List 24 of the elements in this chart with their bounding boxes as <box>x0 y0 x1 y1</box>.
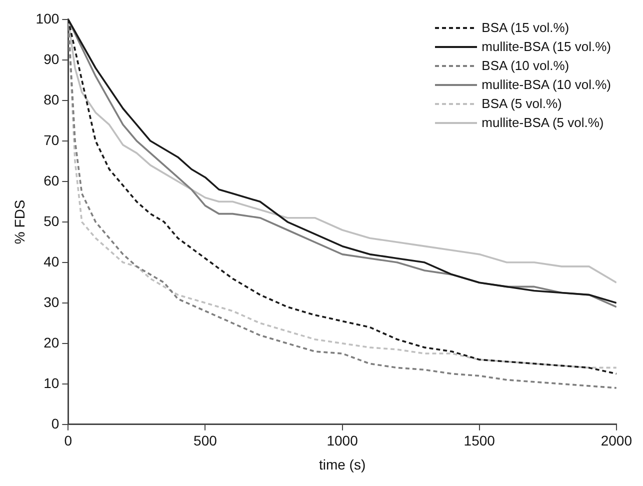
y-tick-label: 40 <box>44 253 60 270</box>
x-axis-title: time (s) <box>318 456 366 472</box>
legend-label: BSA (5 vol.%) <box>482 95 562 113</box>
legend-label: BSA (10 vol.%) <box>482 57 570 75</box>
y-tick-label: 10 <box>44 374 60 391</box>
x-tick-label: 500 <box>194 432 218 449</box>
y-tick-label: 30 <box>44 294 60 310</box>
legend-label: mullite-BSA (15 vol.%) <box>482 38 611 56</box>
y-tick-label: 100 <box>36 10 60 26</box>
x-tick-label: 0 <box>64 432 72 449</box>
y-tick-label: 60 <box>44 172 60 188</box>
x-tick-label: 1000 <box>326 432 358 449</box>
y-tick-label: 90 <box>44 50 60 67</box>
y-tick-label: 80 <box>44 91 60 108</box>
legend-label: mullite-BSA (10 vol.%) <box>482 76 611 94</box>
x-tick-label: 2000 <box>600 432 632 449</box>
y-tick-label: 0 <box>51 415 60 432</box>
legend-label: BSA (15 vol.%) <box>482 19 570 37</box>
legend-label: mullite-BSA (5 vol.%) <box>482 114 604 132</box>
y-axis-title: % FDS <box>11 200 28 244</box>
x-tick-label: 1500 <box>464 432 496 449</box>
y-tick-label: 50 <box>44 212 60 229</box>
y-tick-label: 20 <box>44 334 60 350</box>
y-tick-label: 70 <box>44 132 60 148</box>
